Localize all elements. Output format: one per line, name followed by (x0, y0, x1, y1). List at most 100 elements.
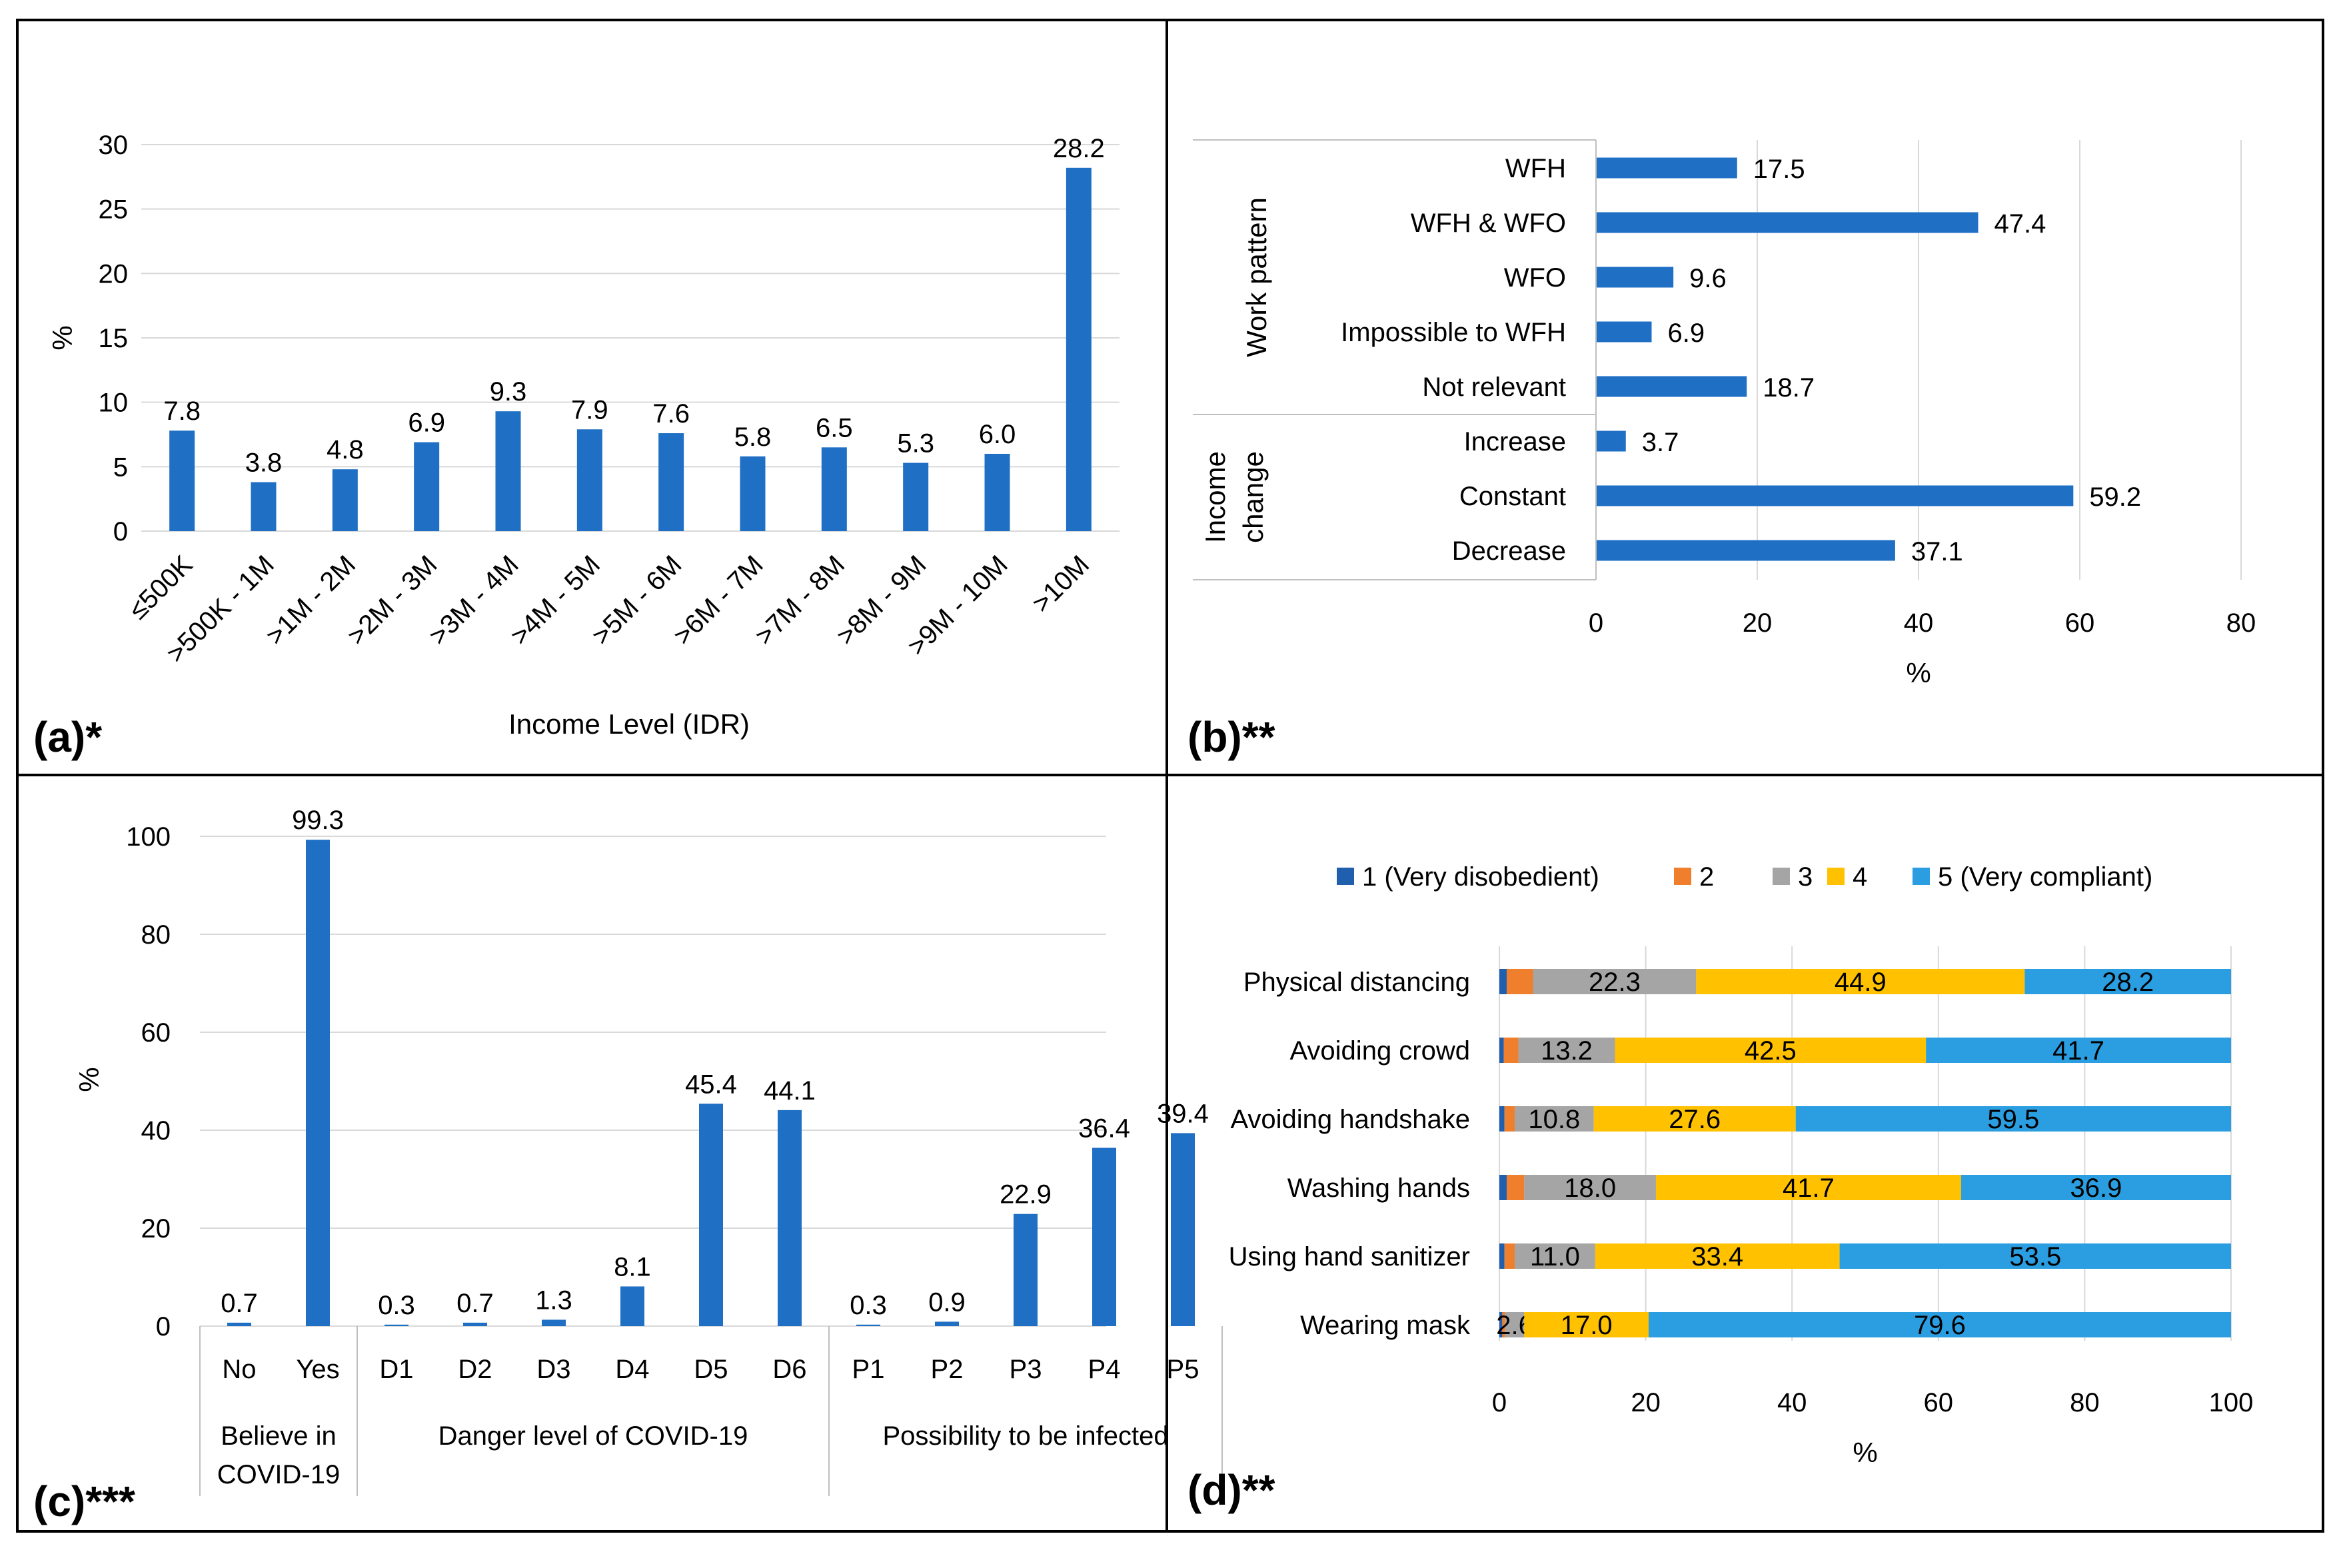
data-label: 37.1 (1911, 537, 1963, 566)
stacked-bar-segment (1926, 1038, 2231, 1063)
data-label: 44.1 (764, 1076, 816, 1106)
bar (1092, 1148, 1116, 1326)
bar (658, 433, 684, 531)
data-label: 28.2 (1053, 134, 1105, 163)
data-label: 9.3 (490, 377, 527, 406)
group-label: Believe in (221, 1421, 336, 1451)
category-label: D6 (772, 1355, 806, 1384)
y-tick-label: 80 (141, 920, 171, 950)
panel-label: (b)** (1187, 713, 1275, 761)
category-label: D2 (458, 1355, 492, 1384)
data-label: 3.7 (1642, 428, 1679, 457)
bar (227, 1322, 251, 1326)
panel-label: (a)* (33, 713, 102, 761)
bar (935, 1321, 959, 1326)
y-tick-label: 15 (99, 324, 129, 353)
y-axis-title: % (47, 325, 78, 350)
legend-swatch (1337, 868, 1354, 885)
x-tick-label: 0 (1492, 1388, 1507, 1417)
panel-label: (c)*** (33, 1477, 135, 1525)
data-label: 11.0 (1530, 1242, 1580, 1271)
data-label: 41.7 (2052, 1036, 2104, 1066)
category-label: P5 (1167, 1355, 1199, 1384)
x-axis-title: % (1853, 1437, 1877, 1468)
y-tick-label: 25 (99, 195, 129, 225)
legend-label: 4 (1853, 862, 1867, 892)
data-label: 59.5 (1987, 1105, 2039, 1134)
data-label: 79.6 (1914, 1311, 1966, 1340)
x-tick-label: 80 (2226, 608, 2256, 638)
category-label: P1 (852, 1355, 885, 1384)
stacked-bar-segment (1503, 1038, 1519, 1063)
stacked-bar-segment (1506, 1175, 1525, 1200)
data-label: 28.2 (2102, 968, 2154, 997)
legend-swatch (1674, 868, 1691, 885)
category-label: Increase (1464, 427, 1566, 456)
y-tick-label: 60 (141, 1018, 171, 1048)
stacked-bar-segment (1839, 1243, 2231, 1269)
data-label: 6.0 (979, 420, 1016, 449)
data-label: 44.9 (1835, 968, 1887, 997)
x-tick-label: 40 (1777, 1388, 1807, 1417)
legend-label: 1 (Very disobedient) (1362, 862, 1599, 892)
stacked-bar-segment (1499, 1243, 1505, 1269)
x-tick-label: 40 (1904, 608, 1934, 638)
stacked-bar-segment (1504, 1243, 1515, 1269)
data-label: 42.5 (1745, 1036, 1797, 1066)
category-label: Not relevant (1422, 373, 1566, 402)
data-label: 36.9 (2070, 1174, 2122, 1203)
legend-swatch (1773, 868, 1790, 885)
stacked-bar-segment (1696, 969, 2025, 994)
bar (463, 1322, 487, 1326)
group-label: Possibility to be infected (882, 1421, 1168, 1451)
data-label: 13.2 (1541, 1036, 1593, 1066)
bar (1596, 212, 1978, 233)
group-label: Work pattern (1241, 197, 1272, 357)
data-label: 45.4 (685, 1070, 737, 1099)
bar (1066, 167, 1092, 532)
stacked-bar-segment (1593, 1106, 1796, 1132)
data-label: 0.3 (850, 1291, 887, 1320)
bar (1596, 321, 1652, 343)
x-axis-title: Income Level (IDR) (508, 708, 750, 740)
category-label: No (222, 1355, 256, 1384)
category-label: Constant (1459, 482, 1566, 511)
stacked-bar-segment (1499, 969, 1507, 994)
data-label: 1.3 (535, 1285, 572, 1315)
data-label: 6.9 (408, 408, 445, 438)
stacked-bar-segment (1499, 1038, 1504, 1063)
bar (251, 482, 277, 531)
data-label: 5.3 (897, 429, 934, 458)
bar (576, 429, 602, 531)
category-label: WFH (1505, 154, 1566, 183)
data-label: 18.0 (1564, 1174, 1616, 1203)
legend-swatch (1827, 868, 1845, 885)
stacked-bar-segment (1515, 1243, 1595, 1269)
category-label: Avoiding handshake (1230, 1105, 1470, 1134)
stacked-bar-segment (1615, 1038, 1927, 1063)
stacked-bar-segment (1524, 1175, 1656, 1200)
panel-frames (16, 19, 2324, 1533)
category-label: Avoiding crowd (1289, 1036, 1470, 1066)
data-label: 99.3 (292, 806, 344, 835)
data-label: 39.4 (1157, 1099, 1209, 1128)
category-label: D3 (536, 1355, 570, 1384)
y-tick-label: 100 (126, 822, 171, 852)
stacked-bar-segment (1795, 1106, 2231, 1132)
stacked-bar-segment (1518, 1038, 1615, 1063)
y-tick-label: 0 (156, 1312, 171, 1341)
category-label: D5 (694, 1355, 728, 1384)
x-tick-label: 20 (1631, 1388, 1661, 1417)
x-tick-label: 100 (2209, 1388, 2254, 1417)
category-label: D1 (379, 1355, 413, 1384)
data-label: 0.7 (221, 1289, 258, 1318)
category-label: Wearing mask (1300, 1311, 1471, 1340)
data-label: 59.2 (2089, 482, 2141, 512)
bar (984, 454, 1010, 531)
data-label: 27.6 (1669, 1105, 1721, 1134)
stacked-bar-segment (1595, 1243, 1840, 1269)
data-label: 4.8 (327, 435, 364, 464)
data-label: 22.3 (1589, 968, 1641, 997)
data-label: 3.8 (245, 448, 283, 478)
y-axis-title: % (73, 1067, 105, 1092)
